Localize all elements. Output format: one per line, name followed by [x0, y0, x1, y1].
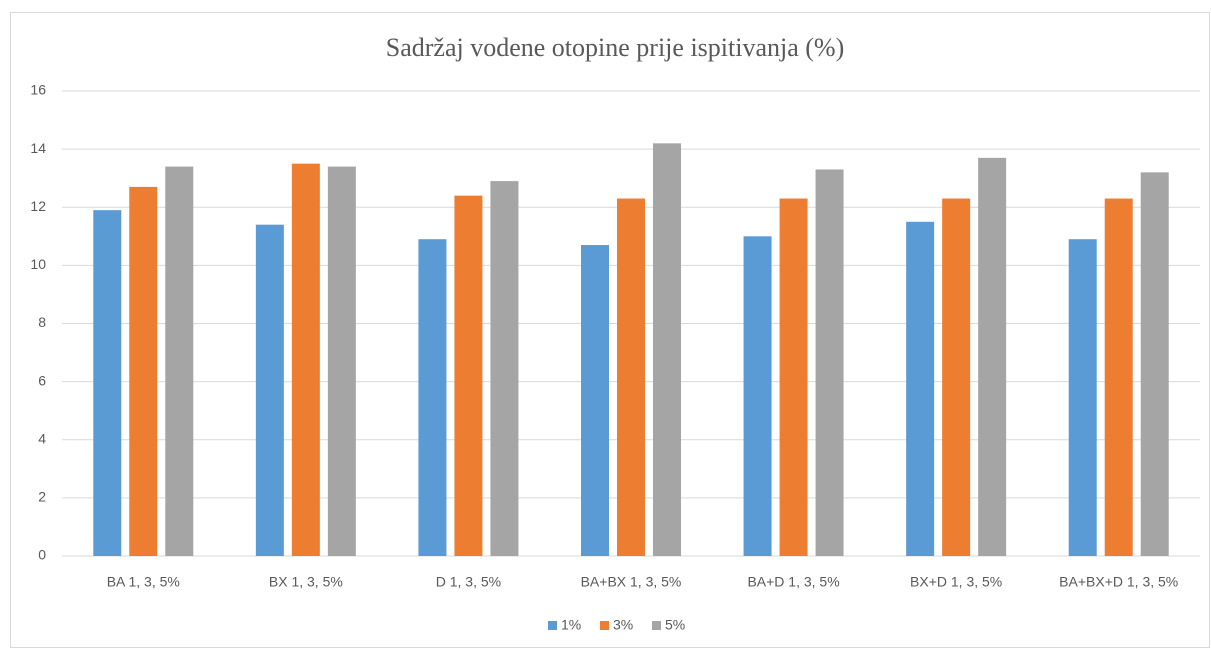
bar	[418, 239, 447, 556]
bar	[1140, 172, 1169, 556]
bar	[129, 186, 158, 556]
y-tick-label: 12	[30, 198, 46, 214]
bar	[454, 195, 483, 556]
x-tick-label: D 1, 3, 5%	[436, 574, 501, 590]
bar	[906, 221, 935, 556]
x-tick-label: BX 1, 3, 5%	[269, 574, 343, 590]
bar	[1104, 198, 1133, 556]
legend-swatch	[652, 621, 661, 630]
y-tick-label: 8	[38, 314, 46, 330]
legend-label: 1%	[561, 617, 581, 633]
bar	[291, 163, 320, 556]
bar	[779, 198, 808, 556]
y-tick-label: 16	[30, 82, 46, 98]
y-tick-label: 4	[38, 430, 46, 446]
bar	[743, 236, 772, 556]
legend-swatch	[548, 621, 557, 630]
y-tick-label: 14	[30, 140, 46, 156]
bar	[815, 169, 844, 556]
bar	[327, 166, 356, 556]
x-tick-label: BA+BX 1, 3, 5%	[581, 574, 682, 590]
legend-label: 3%	[613, 617, 633, 633]
bar	[653, 143, 681, 556]
bar	[1068, 239, 1097, 556]
y-tick-label: 6	[38, 372, 46, 388]
x-tick-label: BA+BX+D 1, 3, 5%	[1059, 574, 1178, 590]
bar	[93, 210, 122, 556]
legend-swatch	[600, 621, 609, 630]
legend-label: 5%	[665, 617, 685, 633]
chart-border	[10, 12, 1210, 648]
chart-title: Sadržaj vodene otopine prije ispitivanja…	[386, 33, 844, 62]
bar	[581, 245, 609, 556]
y-tick-label: 2	[38, 489, 46, 505]
bar	[978, 157, 1007, 556]
bar	[255, 224, 284, 556]
bar	[165, 166, 194, 556]
bar	[617, 198, 645, 556]
y-tick-label: 0	[38, 547, 46, 563]
x-tick-label: BX+D 1, 3, 5%	[910, 574, 1002, 590]
x-tick-label: BA+D 1, 3, 5%	[747, 574, 839, 590]
y-tick-label: 10	[30, 256, 46, 272]
bar	[942, 198, 971, 556]
bar	[490, 181, 519, 556]
x-tick-label: BA 1, 3, 5%	[107, 574, 180, 590]
